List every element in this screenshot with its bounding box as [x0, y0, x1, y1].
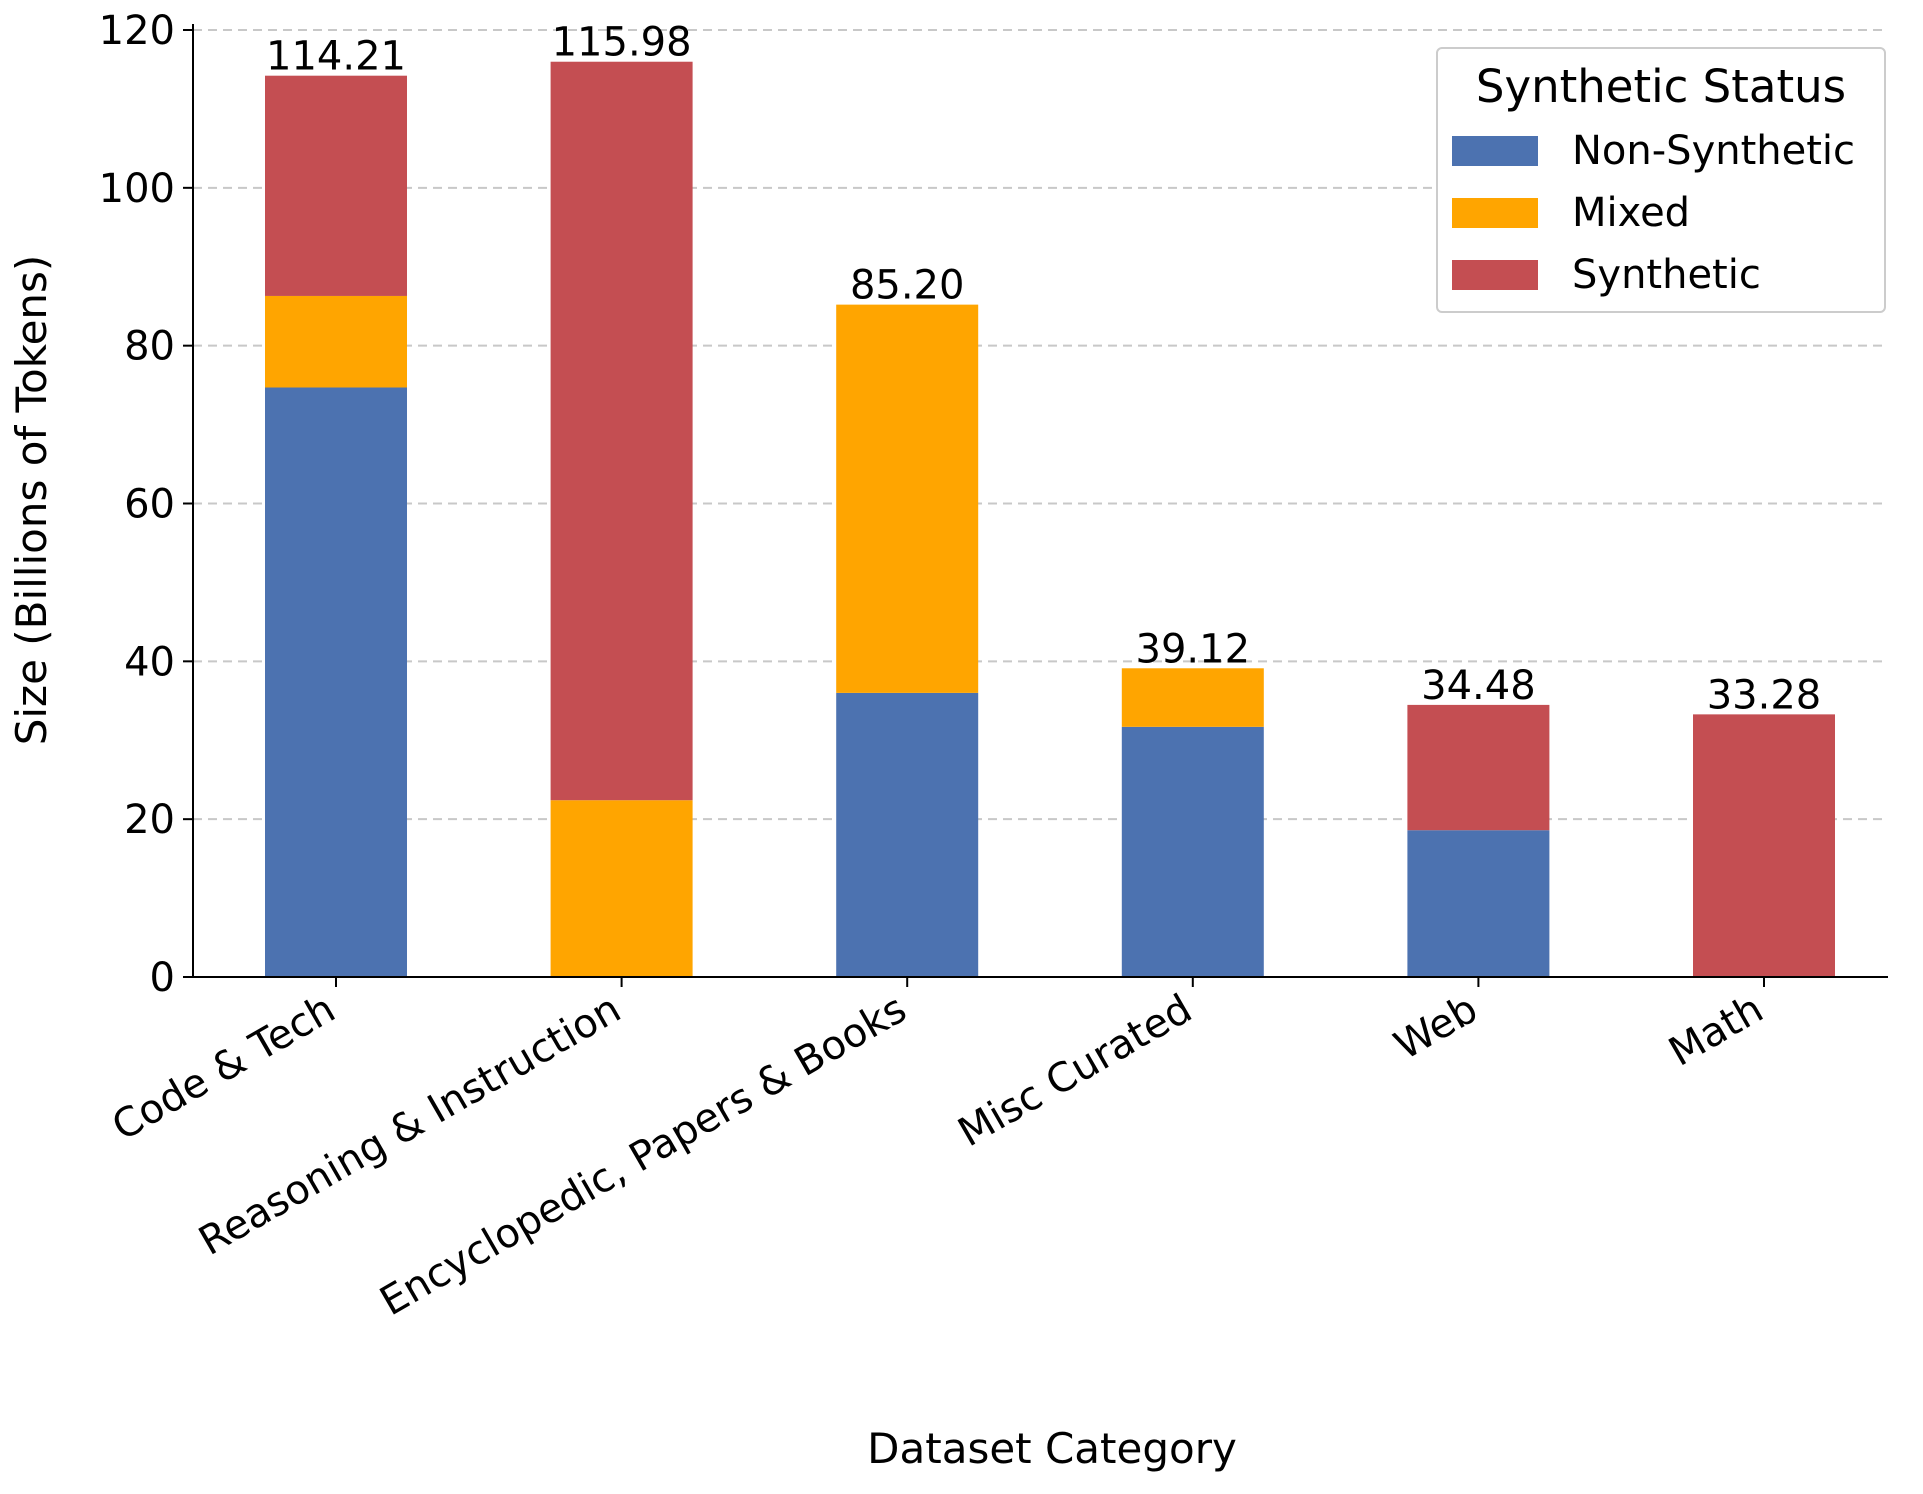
bar-non-synthetic-4 [1407, 830, 1550, 977]
legend-swatch [1452, 260, 1538, 290]
bar-synthetic-5 [1693, 714, 1835, 977]
bar-mixed-0 [265, 295, 407, 388]
x-tick-label: Math [1661, 986, 1771, 1076]
total-label: 39.12 [1136, 626, 1251, 672]
x-tick-label: Code & Tech [105, 986, 343, 1150]
x-tick-label: Encyclopedic, Papers & Books [373, 986, 915, 1325]
y-axis-title: Size (Billions of Tokens) [7, 255, 56, 746]
total-label: 34.48 [1421, 663, 1536, 709]
bars [265, 61, 1835, 977]
y-tick-label: 120 [99, 8, 175, 54]
legend: Synthetic Status Non-Synthetic Mixed Synth… [1436, 47, 1886, 313]
x-tick-label: Web [1387, 986, 1486, 1069]
y-tick-label: 60 [124, 482, 175, 528]
bar-mixed-1 [550, 800, 693, 977]
y-tick-label: 0 [150, 955, 175, 1001]
total-label: 85.20 [850, 263, 965, 309]
bar-mixed-3 [1121, 668, 1264, 727]
bar-non-synthetic-3 [1121, 726, 1264, 977]
legend-items: Non-Synthetic Mixed Synthetic [1452, 128, 1855, 298]
data-labels: 114.21 115.98 85.20 39.12 34.48 33.28 [266, 20, 1821, 719]
legend-label: Synthetic [1572, 252, 1761, 298]
legend-label: Non-Synthetic [1572, 128, 1855, 174]
x-tick-label: Misc Curated [951, 986, 1200, 1156]
bar-synthetic-4 [1407, 704, 1550, 831]
x-axis-title: Dataset Category [867, 1424, 1237, 1473]
bar-mixed-2 [836, 304, 979, 693]
legend-swatch [1452, 198, 1538, 228]
legend-title: Synthetic Status [1476, 60, 1846, 113]
legend-box [1436, 47, 1886, 313]
legend-swatch [1452, 136, 1538, 166]
y-tick-label: 40 [124, 639, 175, 685]
bar-non-synthetic-2 [836, 692, 979, 977]
bar-synthetic-1 [550, 61, 693, 801]
legend-label: Mixed [1572, 190, 1690, 236]
y-tick-label: 80 [124, 324, 175, 370]
total-label: 114.21 [266, 34, 406, 80]
bar-synthetic-0 [265, 75, 407, 296]
y-tick-label: 100 [99, 166, 175, 212]
y-tick-label: 20 [124, 797, 175, 843]
bar-non-synthetic-0 [265, 387, 407, 977]
total-label: 33.28 [1707, 672, 1822, 718]
total-label: 115.98 [552, 20, 692, 66]
